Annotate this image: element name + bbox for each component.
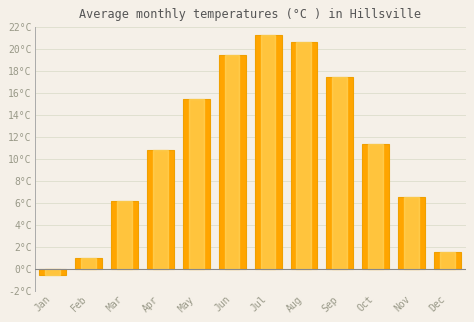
Bar: [368, 144, 383, 269]
Bar: [255, 35, 282, 269]
Bar: [117, 201, 132, 269]
Bar: [404, 196, 419, 269]
Bar: [111, 201, 138, 269]
Bar: [153, 150, 168, 269]
Bar: [327, 77, 354, 269]
Bar: [261, 35, 275, 269]
Bar: [45, 269, 60, 275]
Bar: [434, 252, 461, 269]
Bar: [363, 144, 389, 269]
Bar: [296, 42, 311, 269]
Bar: [291, 42, 318, 269]
Bar: [75, 258, 102, 269]
Bar: [225, 55, 239, 269]
Bar: [440, 252, 455, 269]
Bar: [189, 99, 203, 269]
Bar: [147, 150, 174, 269]
Title: Average monthly temperatures (°C ) in Hillsville: Average monthly temperatures (°C ) in Hi…: [79, 8, 421, 21]
Bar: [332, 77, 347, 269]
Bar: [398, 196, 425, 269]
Bar: [183, 99, 210, 269]
Bar: [81, 258, 96, 269]
Bar: [39, 269, 66, 275]
Bar: [219, 55, 246, 269]
